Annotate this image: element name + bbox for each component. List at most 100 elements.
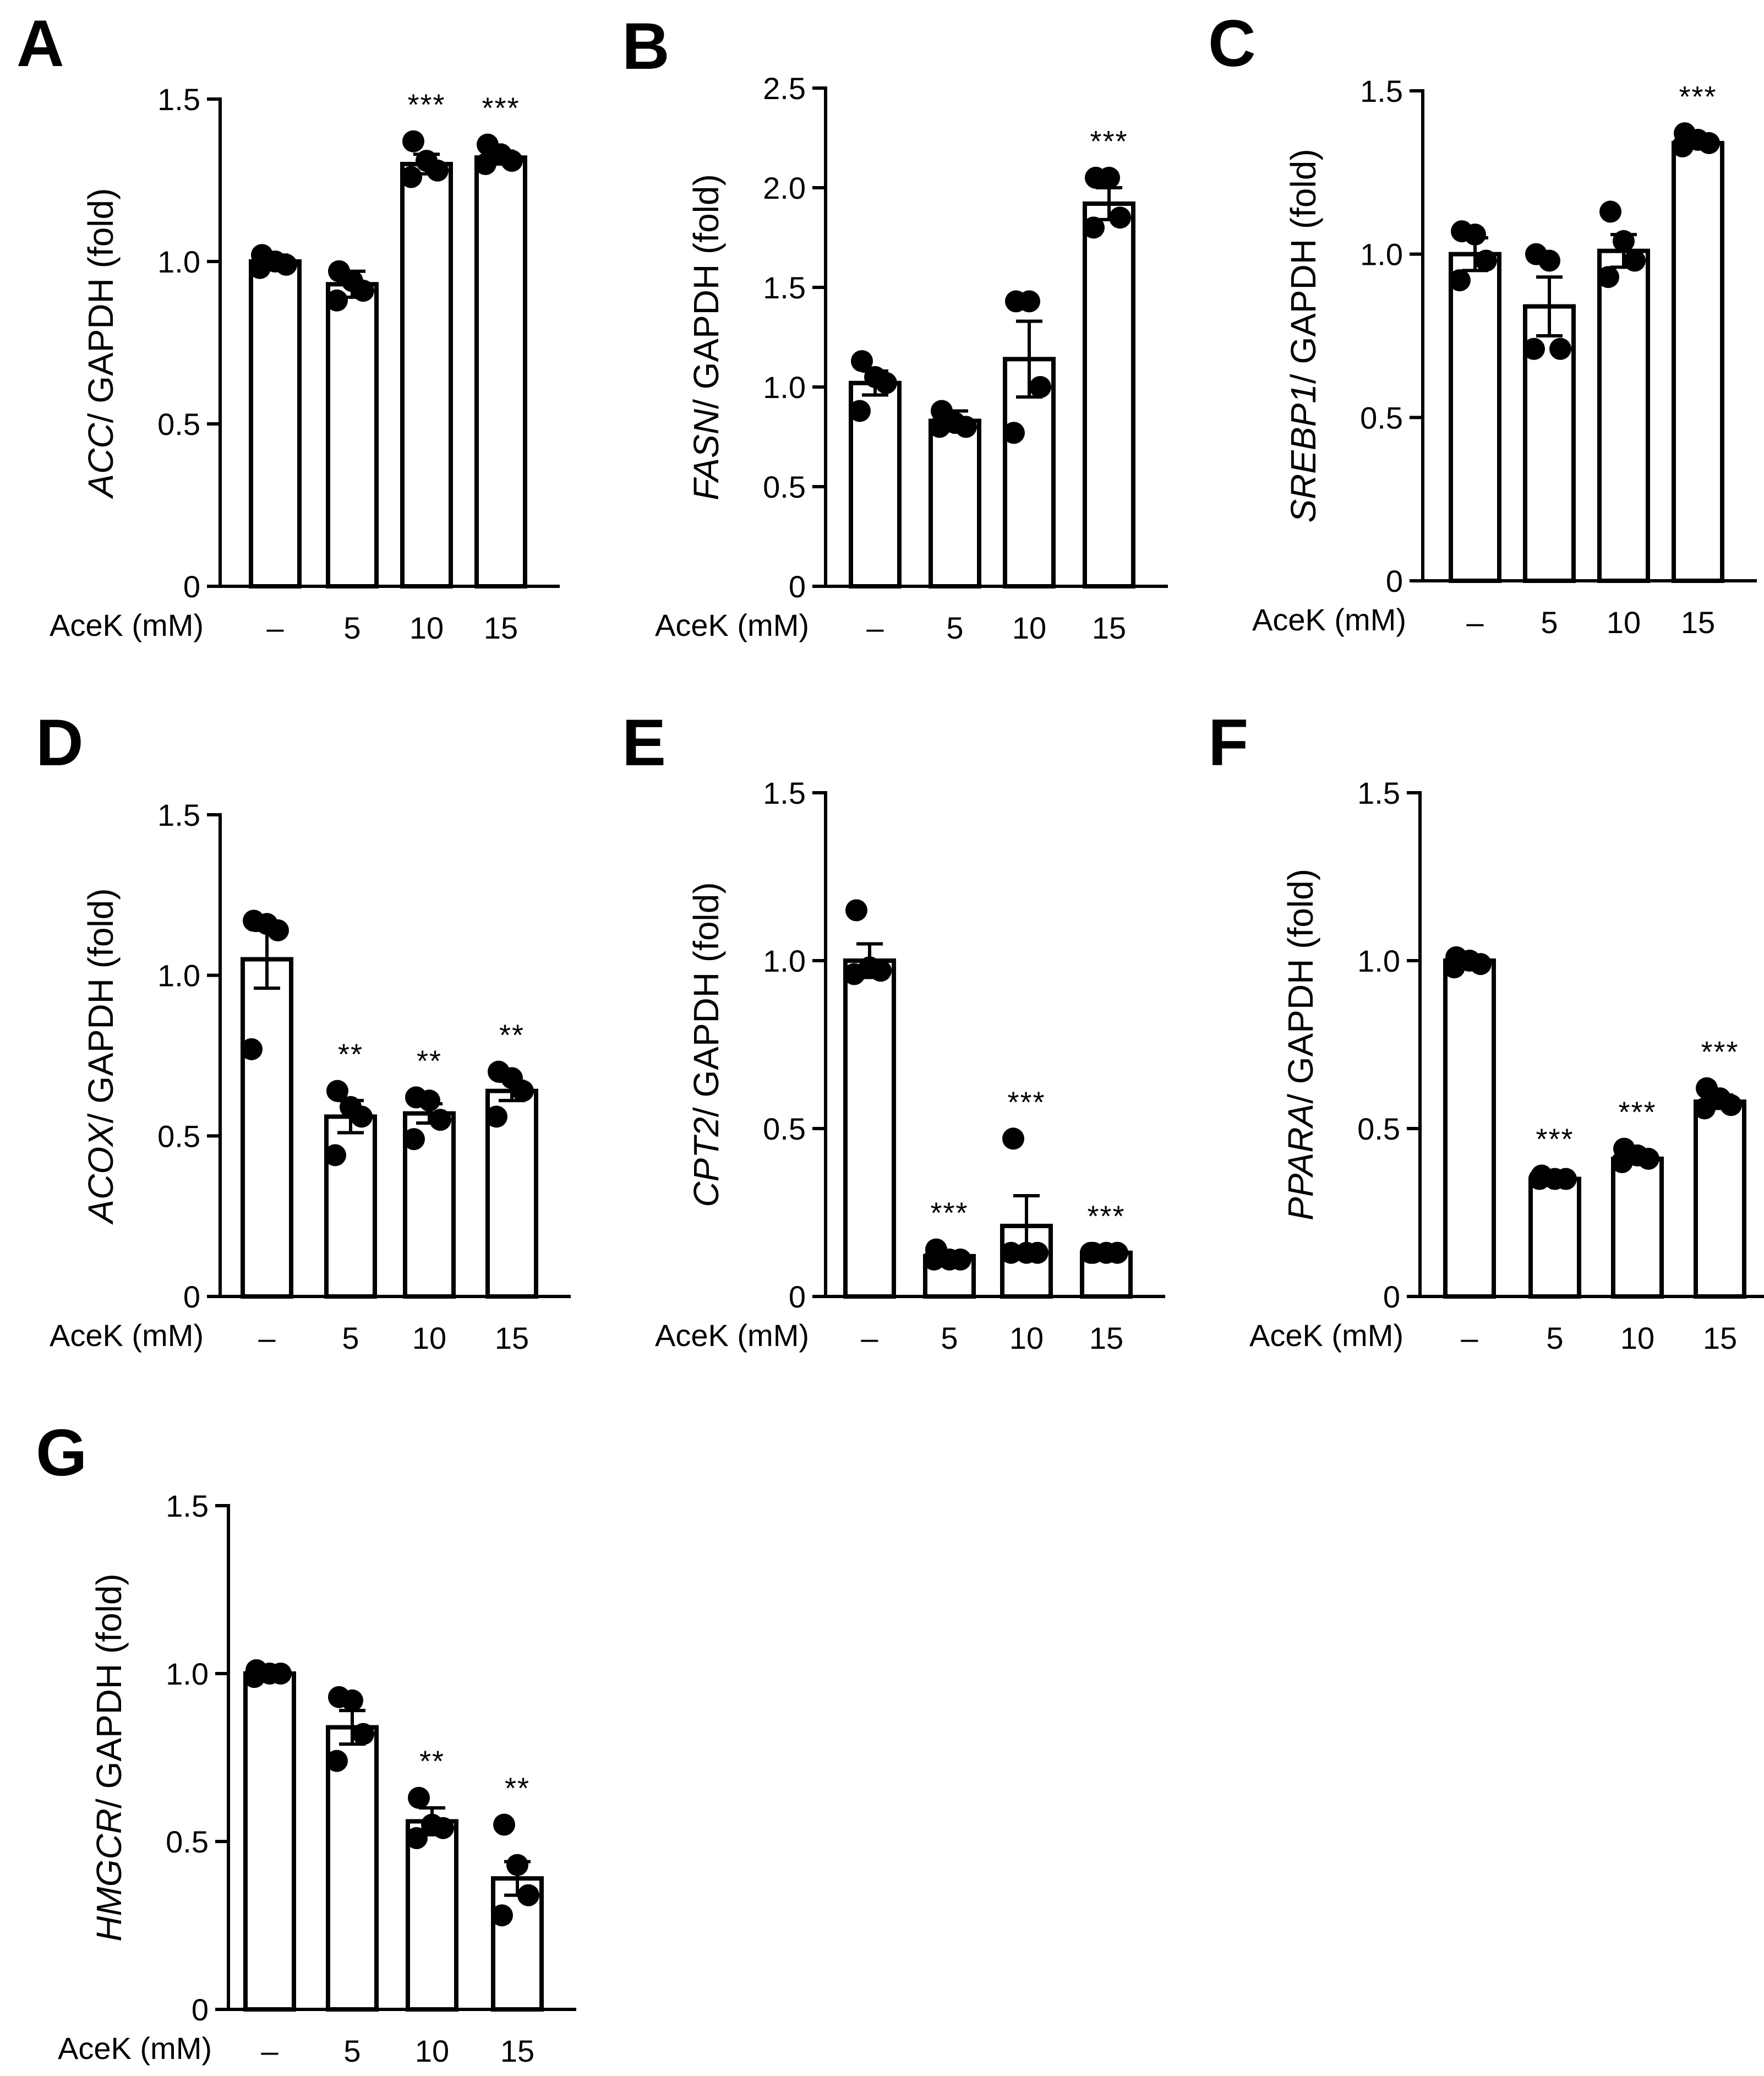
y-axis-rest: / GAPDH (fold): [81, 188, 121, 423]
data-point: [267, 919, 289, 941]
panel-f: F 0 0.5 1.0 1.5 PPARA/ GAPDH (fold) AceK (mM) –…: [1208, 706, 1764, 1355]
data-point: [875, 372, 897, 394]
data-point: [1538, 249, 1560, 272]
panel-letter: B: [622, 9, 670, 83]
data-point: [851, 350, 873, 372]
y-axis-rest: / GAPDH (fold): [1281, 869, 1320, 1104]
data-point: [1694, 1097, 1716, 1120]
x-tick-label: –: [266, 611, 284, 645]
data-point: [506, 1854, 528, 1876]
significance-marker: **: [505, 1772, 530, 1805]
data-point: [1098, 166, 1120, 189]
bar: [243, 1671, 296, 2012]
panel-a: A 0 0.5 1.0 1.5 ACC/ GAPDH (fold) AceK (mM) – 5 1…: [17, 7, 560, 645]
bar: [929, 418, 981, 589]
data-point: [270, 1663, 292, 1685]
significance-marker: **: [417, 1044, 442, 1077]
bar: [1083, 201, 1135, 589]
x-axis-label: AceK (mM): [655, 1318, 809, 1353]
y-tick-label: 1.5: [157, 798, 200, 832]
y-axis-gene: SREBP1: [1284, 384, 1323, 523]
y-tick-label: 1.0: [763, 370, 806, 405]
significance-marker: ***: [1007, 1086, 1045, 1119]
y-axis-rest: / GAPDH (fold): [89, 1573, 129, 1808]
data-point: [1003, 422, 1025, 444]
data-point: [843, 963, 865, 985]
bar: [406, 1819, 458, 2012]
data-point: [849, 400, 871, 422]
y-axis-rest: / GAPDH (fold): [1284, 149, 1323, 384]
x-axis-label: AceK (mM): [655, 608, 809, 642]
y-tick-label: 0.5: [166, 1824, 209, 1859]
y-tick-label: 1.5: [157, 82, 200, 117]
x-tick-label: 5: [1541, 605, 1558, 640]
x-axis-label: AceK (mM): [50, 1318, 204, 1353]
data-point: [326, 1750, 348, 1772]
data-point: [955, 416, 977, 438]
significance-marker: ***: [1679, 80, 1717, 113]
panel-b: B 0 0.5 1.0 1.5 2.0 2.5 FASN/ GAPDH (fold) AceK …: [622, 9, 1168, 645]
data-point: [1528, 1168, 1550, 1190]
x-tick-label: 15: [1092, 611, 1126, 645]
panel-letter: F: [1208, 706, 1248, 780]
x-tick-label: –: [861, 1321, 878, 1355]
bar: [1528, 1176, 1581, 1299]
y-axis-label: FASN/ GAPDH (fold): [686, 174, 726, 500]
significance-marker: **: [499, 1019, 525, 1052]
y-tick-label: 0.5: [157, 407, 200, 442]
panel-letter: D: [36, 706, 84, 780]
bar: [843, 958, 896, 1299]
bar: [1611, 1156, 1664, 1299]
data-point: [1720, 1094, 1742, 1116]
data-point: [1549, 337, 1571, 360]
data-point: [341, 1689, 363, 1712]
x-axis-label: AceK (mM): [58, 2031, 212, 2066]
y-axis-gene: ACC: [81, 423, 121, 500]
panel-letter: C: [1208, 7, 1256, 80]
x-tick-label: –: [1461, 1321, 1478, 1355]
x-tick-label: 10: [1607, 605, 1641, 640]
data-point: [517, 1884, 539, 1906]
data-point: [1000, 1241, 1022, 1264]
y-tick-label: 1.5: [166, 1489, 209, 1523]
x-tick-label: 15: [495, 1321, 529, 1355]
data-point: [326, 289, 348, 312]
significance-marker: **: [338, 1038, 363, 1071]
data-point: [249, 257, 271, 279]
data-point: [403, 1128, 425, 1151]
y-tick-label: 0: [183, 1279, 200, 1314]
y-axis-rest: / GAPDH (fold): [81, 888, 121, 1123]
bar: [326, 282, 379, 589]
data-point: [1599, 200, 1621, 223]
y-axis-gene: ACOX: [81, 1122, 121, 1225]
y-tick-label: 1.0: [763, 944, 806, 978]
x-tick-label: 5: [941, 1321, 958, 1355]
data-point: [402, 130, 424, 152]
bar: [400, 162, 453, 589]
x-tick-label: 15: [484, 611, 518, 645]
y-axis-label: ACOX/ GAPDH (fold): [81, 888, 121, 1225]
data-point: [1106, 1241, 1128, 1264]
data-point: [949, 1248, 971, 1271]
x-tick-label: 5: [342, 1321, 359, 1355]
data-point: [493, 1813, 515, 1836]
data-point: [512, 1080, 534, 1102]
x-axis-label: AceK (mM): [50, 608, 204, 642]
y-tick-label: 2.0: [763, 171, 806, 205]
x-tick-label: 10: [1620, 1321, 1654, 1355]
significance-marker: ***: [1090, 125, 1128, 158]
data-point: [429, 1109, 451, 1131]
significance-marker: ***: [1536, 1123, 1574, 1156]
panel-letter: A: [17, 7, 64, 80]
significance-marker: ***: [930, 1197, 968, 1230]
data-point: [1002, 1127, 1024, 1150]
significance-marker: **: [419, 1745, 445, 1778]
y-tick-label: 0.5: [763, 1111, 806, 1146]
y-axis-gene: FASN: [686, 408, 726, 500]
x-tick-label: 5: [946, 611, 963, 645]
x-tick-label: 10: [1012, 611, 1046, 645]
x-tick-label: –: [261, 2034, 278, 2068]
y-tick-label: 1.5: [1360, 74, 1403, 108]
data-point: [870, 960, 892, 982]
y-tick-label: 0.5: [1357, 1111, 1400, 1146]
